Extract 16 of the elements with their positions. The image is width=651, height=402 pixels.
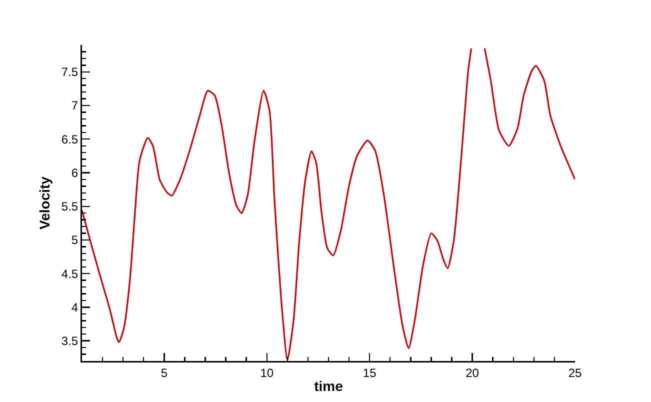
y-axis-title: Velocity: [36, 176, 52, 230]
x-tick-label: 5: [160, 366, 168, 380]
y-tick-label: 6.5: [61, 132, 78, 146]
x-tick-label: 20: [466, 366, 480, 380]
y-tick-label: 4.5: [61, 266, 78, 281]
y-tick-label: 7: [71, 98, 78, 113]
x-tick-label: 15: [362, 366, 377, 380]
y-tick-label: 6: [71, 166, 78, 180]
y-tick-label: 7.5: [61, 65, 78, 80]
y-tick-label: 4: [71, 300, 78, 314]
x-tick-label: 25: [568, 366, 582, 380]
y-tick-label: 3.5: [61, 334, 78, 348]
x-axis-title: time: [314, 378, 344, 394]
y-tick-label: 5.5: [61, 200, 78, 214]
y-tick-label: 5: [71, 233, 78, 248]
x-tick-label: 10: [260, 366, 274, 380]
